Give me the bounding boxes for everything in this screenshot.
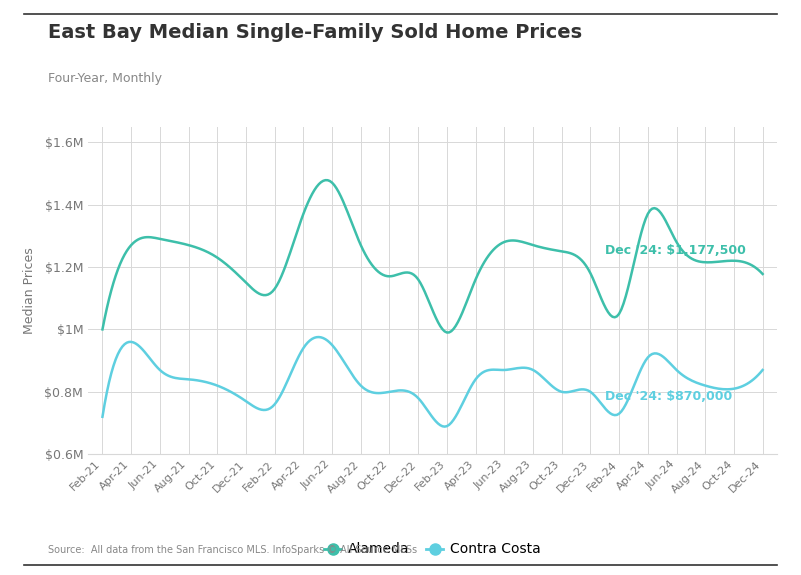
Legend: Alameda, Contra Costa: Alameda, Contra Costa [319, 537, 546, 562]
Text: Source:  All data from the San Francisco MLS. InfoSparks © All Source MLSs: Source: All data from the San Francisco … [48, 545, 417, 555]
Y-axis label: Median Prices: Median Prices [23, 247, 36, 334]
Text: Dec '24: $1,177,500: Dec '24: $1,177,500 [605, 244, 746, 257]
Text: East Bay Median Single-Family Sold Home Prices: East Bay Median Single-Family Sold Home … [48, 23, 582, 42]
Text: Four-Year, Monthly: Four-Year, Monthly [48, 72, 162, 85]
Text: Dec '24: $870,000: Dec '24: $870,000 [605, 390, 732, 402]
